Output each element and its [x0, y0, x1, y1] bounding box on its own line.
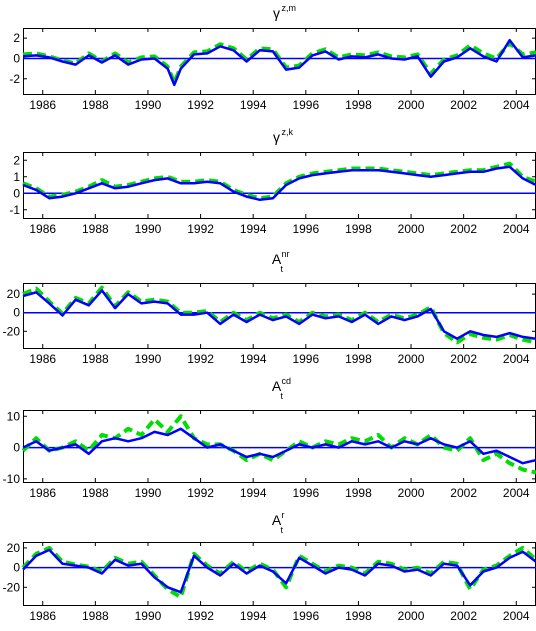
x-tick-label: 1988	[82, 222, 109, 236]
series-line-dashed	[21, 545, 536, 600]
y-tick-label: -2	[9, 72, 20, 86]
series-line-solid	[22, 165, 536, 202]
x-tick-label: 2000	[398, 98, 425, 112]
x-tick-label: 1996	[292, 98, 319, 112]
y-tick-label: 0	[13, 561, 20, 575]
y-tick-label: 20	[7, 287, 21, 301]
y-tick-label: 0	[13, 441, 20, 455]
x-tick-label: 1996	[292, 352, 319, 366]
series-line-solid	[22, 289, 536, 340]
chart-title-subscript: t	[281, 525, 284, 535]
x-tick-label: 2002	[450, 486, 477, 500]
x-tick-label: 1990	[135, 486, 162, 500]
x-tick-label: 2000	[398, 486, 425, 500]
x-tick-label: 1998	[345, 352, 372, 366]
x-tick-label: 2004	[503, 352, 530, 366]
x-tick-label: 1986	[29, 98, 56, 112]
x-tick-label: 2002	[450, 609, 477, 623]
chart-title-superscript: z,m	[282, 3, 297, 13]
y-tick-label: 0	[13, 51, 20, 65]
chart-title-subscript: t	[281, 264, 284, 274]
x-tick-label: 2004	[503, 486, 530, 500]
x-tick-label: 1994	[240, 352, 267, 366]
x-tick-label: 1992	[187, 352, 214, 366]
x-tick-label: 2002	[450, 222, 477, 236]
x-tick-label: 2004	[503, 222, 530, 236]
x-tick-label: 1992	[187, 98, 214, 112]
x-tick-label: 1986	[29, 222, 56, 236]
x-tick-label: 1998	[345, 609, 372, 623]
series-line-dashed	[21, 414, 536, 475]
chart-panel-1: γ z,m -2 0 2 1986 1988 1990 1992 1994 1996 1998 2000…	[9, 3, 536, 112]
x-tick-label: 1998	[345, 98, 372, 112]
x-tick-label: 1998	[345, 486, 372, 500]
y-tick-label: 2	[13, 153, 20, 167]
chart-title: A	[272, 251, 282, 267]
chart-title-subscript: t	[281, 391, 284, 401]
x-tick-label: 1994	[240, 486, 267, 500]
x-tick-label: 1992	[187, 609, 214, 623]
chart-title: γ	[273, 5, 280, 21]
x-tick-label: 2004	[503, 98, 530, 112]
x-tick-label: 1990	[135, 98, 162, 112]
y-tick-label: 0	[13, 306, 20, 320]
y-tick-label: 10	[7, 409, 21, 423]
x-tick-label: 1994	[240, 609, 267, 623]
x-tick-label: 1992	[187, 486, 214, 500]
x-tick-label: 1988	[82, 352, 109, 366]
y-tick-label: -20	[3, 324, 21, 338]
x-tick-label: 1996	[292, 609, 319, 623]
series-line-dashed	[22, 41, 536, 85]
x-tick-label: 2000	[398, 609, 425, 623]
x-tick-label: 1994	[240, 222, 267, 236]
chart-title: A	[272, 512, 282, 528]
x-tick-label: 1988	[82, 98, 109, 112]
x-tick-label: 1986	[29, 486, 56, 500]
x-tick-label: 1988	[82, 609, 109, 623]
series-line-solid	[22, 548, 536, 594]
x-tick-label: 2002	[450, 98, 477, 112]
y-tick-label: 1	[13, 170, 20, 184]
x-tick-label: 1986	[29, 609, 56, 623]
axes-box	[23, 152, 536, 219]
x-tick-label: 1998	[345, 222, 372, 236]
x-tick-label: 2002	[450, 352, 477, 366]
x-tick-label: 1990	[135, 352, 162, 366]
x-tick-label: 1986	[29, 352, 56, 366]
x-tick-label: 1990	[135, 609, 162, 623]
y-tick-label: 0	[13, 186, 20, 200]
y-tick-label: 20	[7, 541, 21, 555]
y-tick-label: -10	[3, 472, 21, 486]
y-tick-label: -20	[3, 580, 21, 594]
x-tick-label: 2000	[398, 222, 425, 236]
chart-title-superscript: r	[282, 510, 285, 520]
x-tick-label: 1992	[187, 222, 214, 236]
chart-title-superscript: cd	[282, 376, 292, 386]
series-line-solid	[22, 38, 536, 87]
y-tick-label: 2	[13, 31, 20, 45]
chart-title: A	[272, 378, 282, 394]
series-line-dashed	[22, 285, 536, 345]
x-tick-label: 2000	[398, 352, 425, 366]
x-tick-label: 1990	[135, 222, 162, 236]
x-tick-label: 1996	[292, 222, 319, 236]
y-tick-label: -1	[9, 203, 20, 217]
x-tick-label: 1996	[292, 486, 319, 500]
x-tick-label: 1994	[240, 98, 267, 112]
chart-title-superscript: z,k	[282, 127, 294, 137]
x-tick-label: 2004	[503, 609, 530, 623]
chart-panel-2: γ z,k -1 0 1 2 1986 1988 1990 1992 1994 1996 1998 200…	[9, 127, 536, 236]
chart-title: γ	[273, 129, 280, 145]
series-line-solid	[22, 427, 536, 465]
x-tick-label: 1988	[82, 486, 109, 500]
chart-title-superscript: nr	[282, 249, 290, 259]
